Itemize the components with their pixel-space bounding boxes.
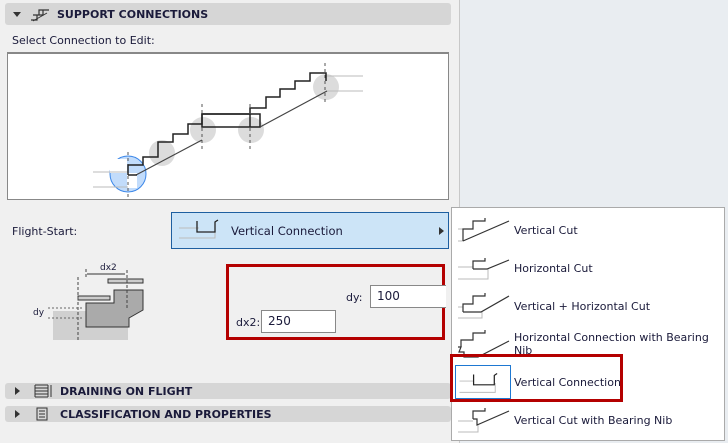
menu-item-horizontal-connection-nib[interactable]: Horizontal Connection with Bearing Nib [452,325,724,363]
connection-points [149,74,339,166]
flight-start-dropdown[interactable]: Vertical Connection [171,212,449,249]
horizontal-cut-icon [458,258,510,280]
section-classification-properties[interactable]: CLASSIFICATION AND PROPERTIES [5,406,451,422]
expand-arrow-icon[interactable] [15,387,20,395]
dy-input[interactable]: 100 [370,285,446,308]
submenu-arrow-icon [439,226,444,235]
dropdown-value: Vertical Connection [231,223,343,238]
section-title: CLASSIFICATION AND PROPERTIES [60,407,272,421]
menu-item-label: Vertical Cut with Bearing Nib [514,413,673,427]
menu-item-label: Horizontal Connection with Bearing Nib [514,331,709,357]
menu-item-horizontal-cut[interactable]: Horizontal Cut [452,249,724,287]
connection-point[interactable] [313,74,339,100]
connection-preview[interactable] [7,52,449,200]
vertical-cut-icon [458,218,510,242]
horizontal-connection-nib-icon [458,330,510,358]
section-title: DRAINING ON FLIGHT [60,384,193,398]
dy-label: dy: [346,291,363,304]
dx2-label: dx2: [236,316,261,329]
connection-diagram: dx2 dy [30,262,145,342]
dy-diagram-label: dy [33,308,45,318]
menu-item-vertical-cut[interactable]: Vertical Cut [452,211,724,249]
connection-point[interactable] [190,117,216,143]
section-draining-on-flight[interactable]: DRAINING ON FLIGHT [5,383,451,399]
collapse-arrow-icon[interactable] [13,11,21,17]
menu-item-label: Horizontal Cut [514,261,593,275]
document-icon [36,407,48,421]
menu-item-label: Vertical Cut [514,223,578,237]
vertical-connection-icon [455,365,511,399]
stair-icon [31,9,49,22]
vertical-cut-nib-icon [458,408,510,433]
highlight-box [450,354,623,402]
menu-item-label: Vertical + Horizontal Cut [514,299,651,313]
menu-item-label: Vertical Connection [514,375,621,389]
flight-start-label: Flight-Start: [12,225,78,238]
menu-item-vertical-connection[interactable]: Vertical Connection [452,363,724,401]
draining-icon [34,384,52,398]
section-title: SUPPORT CONNECTIONS [57,7,209,21]
expand-arrow-icon[interactable] [15,410,20,418]
dx2-diagram-label: dx2 [100,263,117,273]
connection-type-menu: Vertical Cut Horizontal Cut Vertical + H… [451,207,725,441]
connection-point[interactable] [238,117,264,143]
menu-item-vertical-cut-nib[interactable]: Vertical Cut with Bearing Nib [452,401,724,439]
settings-panel: SUPPORT CONNECTIONS Select Connection to… [5,0,460,443]
connection-point[interactable] [149,140,175,166]
vertical-connection-icon [179,218,219,238]
dx2-input[interactable]: 250 [261,310,336,333]
menu-item-vertical-horizontal-cut[interactable]: Vertical + Horizontal Cut [452,287,724,325]
select-connection-label: Select Connection to Edit: [12,34,155,47]
section-support-connections[interactable]: SUPPORT CONNECTIONS [5,3,451,25]
vertical-horizontal-cut-icon [458,293,510,319]
